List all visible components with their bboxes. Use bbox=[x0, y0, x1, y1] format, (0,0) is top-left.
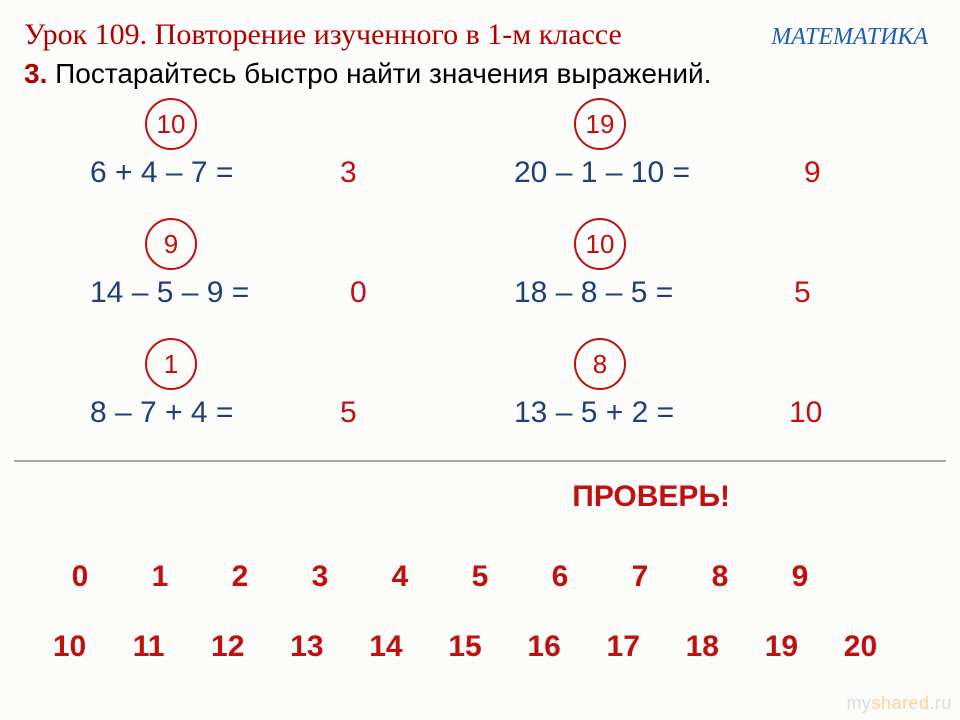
watermark-suffix: .ru bbox=[929, 693, 952, 713]
watermark: myshared.ru bbox=[846, 693, 952, 714]
task-line: 3. Постарайтесь быстро найти значения вы… bbox=[24, 58, 936, 90]
number-cell: 2 bbox=[200, 560, 280, 594]
number-cell: 13 bbox=[267, 630, 346, 664]
number-cell: 16 bbox=[505, 630, 584, 664]
check-label: ПРОВЕРЬ! bbox=[572, 480, 730, 514]
number-cell: 10 bbox=[30, 630, 109, 664]
number-cell: 20 bbox=[821, 630, 900, 664]
answer: 3 bbox=[340, 156, 357, 190]
task-number: 3. bbox=[24, 58, 47, 89]
answer: 5 bbox=[340, 396, 357, 430]
subject-label: МАТЕМАТИКА bbox=[771, 24, 936, 51]
number-cell: 7 bbox=[600, 560, 680, 594]
watermark-accent: shared bbox=[871, 693, 929, 713]
number-cell: 11 bbox=[109, 630, 188, 664]
expression: 14 – 5 – 9 = bbox=[90, 276, 249, 310]
number-cell: 3 bbox=[280, 560, 360, 594]
equations-area: 10 6 + 4 – 7 = 3 9 14 – 5 – 9 = 0 1 8 – … bbox=[24, 98, 936, 468]
header: Урок 109. Повторение изученного в 1-м кл… bbox=[24, 18, 936, 52]
number-cell: 4 bbox=[360, 560, 440, 594]
number-cell: 8 bbox=[680, 560, 760, 594]
hint-bubble: 19 bbox=[574, 98, 626, 150]
expression: 18 – 8 – 5 = bbox=[514, 276, 673, 310]
number-cell: 14 bbox=[346, 630, 425, 664]
number-cell: 18 bbox=[663, 630, 742, 664]
divider bbox=[14, 460, 946, 462]
number-cell: 1 bbox=[120, 560, 200, 594]
expression: 8 – 7 + 4 = bbox=[90, 396, 233, 430]
slide: Урок 109. Повторение изученного в 1-м кл… bbox=[0, 0, 960, 720]
lesson-title: Урок 109. Повторение изученного в 1-м кл… bbox=[24, 18, 622, 52]
number-cell: 12 bbox=[188, 630, 267, 664]
number-row-2: 10 11 12 13 14 15 16 17 18 19 20 bbox=[30, 630, 900, 664]
answer: 9 bbox=[804, 156, 821, 190]
expression: 20 – 1 – 10 = bbox=[514, 156, 690, 190]
number-row-1: 0 1 2 3 4 5 6 7 8 9 bbox=[40, 560, 840, 594]
number-cell: 5 bbox=[440, 560, 520, 594]
hint-bubble: 10 bbox=[145, 98, 197, 150]
watermark-prefix: my bbox=[846, 693, 871, 713]
expression: 13 – 5 + 2 = bbox=[514, 396, 674, 430]
number-cell: 6 bbox=[520, 560, 600, 594]
hint-bubble: 10 bbox=[574, 218, 626, 270]
expression: 6 + 4 – 7 = bbox=[90, 156, 233, 190]
answer: 5 bbox=[794, 276, 811, 310]
number-cell: 19 bbox=[742, 630, 821, 664]
number-cell: 15 bbox=[425, 630, 504, 664]
number-cell: 0 bbox=[40, 560, 120, 594]
task-text: Постарайтесь быстро найти значения выраж… bbox=[55, 58, 711, 89]
hint-bubble: 1 bbox=[145, 338, 197, 390]
number-cell: 17 bbox=[584, 630, 663, 664]
number-cell: 9 bbox=[760, 560, 840, 594]
hint-bubble: 9 bbox=[145, 218, 197, 270]
answer: 10 bbox=[789, 396, 822, 430]
answer: 0 bbox=[350, 276, 367, 310]
hint-bubble: 8 bbox=[574, 338, 626, 390]
